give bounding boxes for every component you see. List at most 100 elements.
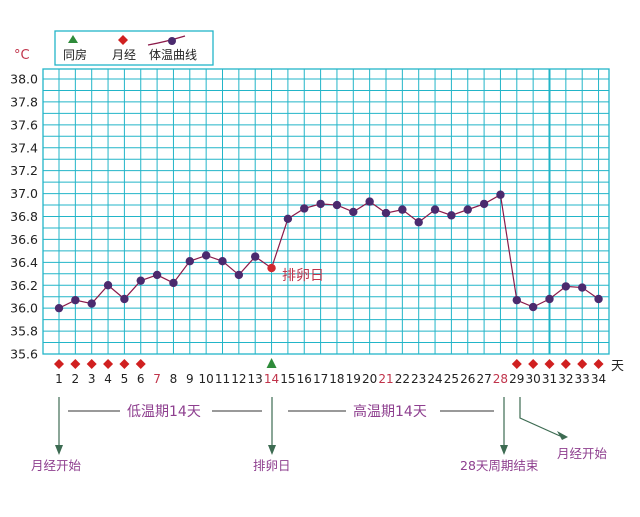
legend: 同房 月经 体温曲线 xyxy=(54,30,214,66)
temperature-point xyxy=(87,299,96,308)
temperature-point xyxy=(447,211,456,220)
plot-frame xyxy=(42,68,610,355)
x-tick-label: 5 xyxy=(121,372,129,386)
temperature-point xyxy=(169,278,178,288)
menstruation-marker xyxy=(511,359,522,369)
temperature-point xyxy=(103,281,113,290)
temperature-point xyxy=(528,302,538,312)
temperature-line xyxy=(58,193,599,309)
temperature-point xyxy=(398,205,407,214)
y-tick-label: 35.6 xyxy=(10,347,38,362)
temperature-point xyxy=(332,200,342,210)
temperature-point xyxy=(201,251,211,260)
x-unit-label: 天 xyxy=(611,359,624,374)
temperature-point xyxy=(561,282,571,291)
temperature-point xyxy=(218,256,227,266)
temperature-point xyxy=(283,214,293,223)
x-tick-label: 16 xyxy=(297,372,312,386)
temperature-point xyxy=(185,256,194,266)
x-tick-label: 23 xyxy=(411,372,426,386)
x-tick-label: 34 xyxy=(591,372,606,386)
y-tick-label: 36.0 xyxy=(10,301,38,316)
ovulation-day-label: 排卵日 xyxy=(253,458,291,473)
x-tick-label: 28 xyxy=(493,372,508,386)
menstruation-marker xyxy=(593,359,604,369)
intercourse-marker xyxy=(266,358,277,368)
period-start-label-2: 月经开始 xyxy=(557,446,608,461)
temperature-point xyxy=(365,197,374,206)
x-tick-label: 30 xyxy=(526,372,541,386)
menstruation-marker xyxy=(135,359,146,369)
y-tick-label: 36.4 xyxy=(10,255,38,270)
menstruation-marker xyxy=(54,359,64,369)
temperature-point xyxy=(463,205,472,214)
y-tick-label: 35.8 xyxy=(10,324,38,339)
menstruation-marker xyxy=(544,359,555,369)
x-tick-label: 12 xyxy=(231,372,246,386)
y-tick-label: 37.4 xyxy=(10,140,38,155)
x-tick-label: 7 xyxy=(153,372,161,386)
x-tick-label: 20 xyxy=(362,372,377,386)
x-tick-label: 27 xyxy=(476,372,491,386)
x-tick-label: 32 xyxy=(558,372,573,386)
x-axis-ticks: 1 2 3 4 5 6 7 8 9 10 11 12 13 14 15 16 17 18 19 20 21 22 23 24 2… xyxy=(55,372,606,386)
y-tick-label: 37.8 xyxy=(10,94,38,109)
y-tick-label: 36.2 xyxy=(10,278,38,293)
y-tick-label: 37.0 xyxy=(10,186,38,201)
menstruation-marker xyxy=(70,359,81,369)
menstruation-marker xyxy=(560,359,571,369)
menstruation-marker xyxy=(528,359,539,369)
y-tick-label: 37.2 xyxy=(10,163,38,178)
x-tick-label: 8 xyxy=(170,372,178,386)
x-tick-label: 10 xyxy=(199,372,214,386)
temperature-point xyxy=(381,208,391,218)
y-tick-label: 38.0 xyxy=(10,72,38,87)
legend-intercourse-label: 同房 xyxy=(63,47,87,62)
legend-box xyxy=(54,30,214,66)
x-tick-label: 25 xyxy=(444,372,459,386)
x-tick-label: 21 xyxy=(378,372,393,386)
cycle-end-label: 28天周期结束 xyxy=(460,458,539,473)
x-tick-label: 18 xyxy=(329,372,344,386)
x-tick-label: 13 xyxy=(248,372,263,386)
x-tick-label: 14 xyxy=(264,372,279,386)
period-start-arrow-2 xyxy=(519,397,568,440)
x-tick-label: 1 xyxy=(55,372,63,386)
grid xyxy=(42,68,610,355)
temperature-point xyxy=(54,303,64,313)
temperature-point xyxy=(430,205,440,214)
x-tick-label: 11 xyxy=(215,372,230,386)
y-axis-ticks: 35.6 35.8 36.0 36.2 36.4 36.6 36.8 37.0 37.2 37.4… xyxy=(10,72,38,362)
y-tick-label: 36.6 xyxy=(10,232,38,247)
ovulation-data-point xyxy=(267,263,276,273)
temperature-point xyxy=(545,294,554,304)
period-start-arrow-1 xyxy=(55,397,63,455)
temperature-point xyxy=(512,295,521,305)
x-tick-label: 15 xyxy=(280,372,295,386)
temperature-point xyxy=(496,190,505,199)
legend-menstruation-label: 月经 xyxy=(112,48,136,62)
temperature-point xyxy=(316,199,325,209)
x-tick-label: 3 xyxy=(88,372,96,386)
curve-legend-point-icon xyxy=(168,37,176,45)
menstruation-marker xyxy=(103,359,114,369)
temperature-point xyxy=(414,218,423,227)
y-tick-label: 36.8 xyxy=(10,209,38,224)
low-phase-label: 低温期14天 xyxy=(127,404,201,420)
temperature-point xyxy=(251,252,260,261)
x-tick-label: 22 xyxy=(395,372,410,386)
x-tick-label: 29 xyxy=(509,372,524,386)
temperature-point xyxy=(349,207,358,217)
menstruation-marker xyxy=(577,359,588,369)
menstruation-legend-icon xyxy=(118,35,128,45)
cycle-end-arrow xyxy=(500,397,508,455)
x-tick-label: 9 xyxy=(186,372,194,386)
ovulation-point-label: 排卵日 xyxy=(282,268,324,284)
y-tick-label: 37.6 xyxy=(10,117,38,132)
temperature-point xyxy=(594,294,603,304)
menstruation-marker xyxy=(119,359,130,369)
x-tick-label: 24 xyxy=(427,372,442,386)
temperature-point xyxy=(578,283,587,292)
ovulation-arrow xyxy=(268,397,276,455)
